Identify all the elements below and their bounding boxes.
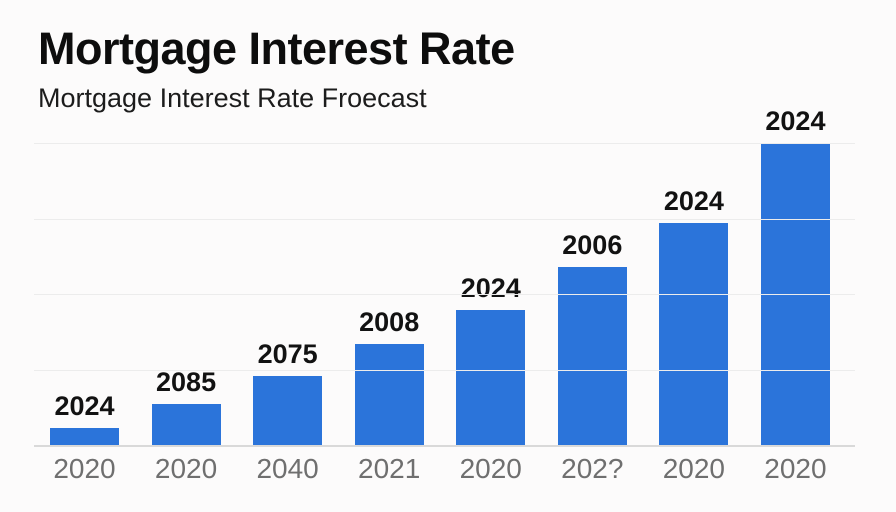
x-axis-label: 2040 [256,453,319,484]
bar-value-label: 2024 [765,106,826,136]
bar-value-label: 2008 [359,307,420,338]
bar [354,344,424,445]
gridline [34,369,855,371]
bar [151,403,221,445]
bar [50,428,119,445]
gridline [34,294,855,295]
bar-value-label: 2075 [257,339,318,370]
bar-value-label: 2024 [460,273,521,304]
bar-chart-plot-area: 2024 2085 2075 2008 2024 2006 2024 2024 [34,106,855,447]
bar-value-label: 2024 [54,391,115,422]
bar-column: 2024 [456,273,526,445]
chart-header: Mortgage Interest Rate Mortgage Interest… [38,24,515,114]
bar-column: 2024 [659,186,729,445]
x-axis-label: 202? [561,453,624,484]
bar [253,376,323,445]
bar-column: 2085 [151,366,221,445]
x-axis-label: 2020 [764,453,827,484]
x-axis-label: 2020 [154,453,218,484]
x-axis-label: 2020 [459,453,522,484]
bar-column: 2008 [354,307,424,445]
page-title: Mortgage Interest Rate [38,23,515,74]
x-axis-label: 2020 [53,453,116,484]
gridline [34,143,855,144]
x-axis-label: 2020 [662,453,726,484]
gridline [34,218,855,220]
bar-value-label: 2006 [562,230,623,261]
bar-value-label: 2085 [156,366,217,397]
bar-column: 2006 [557,230,627,445]
bar [659,223,729,445]
bars-row: 2024 2085 2075 2008 2024 2006 2024 2024 [34,106,855,445]
bar-column: 2024 [760,106,830,445]
page-subtitle: Mortgage Interest Rate Froecast [38,82,427,113]
x-axis-label: 2021 [358,453,421,484]
bar-column: 2075 [253,339,323,445]
bar [557,267,627,445]
bar [456,310,526,445]
bar-value-label: 2024 [663,186,724,217]
bar-column: 2024 [50,391,119,445]
x-axis-labels-row: 2020 2020 2040 2021 2020 202? 2020 2020 [34,453,855,485]
